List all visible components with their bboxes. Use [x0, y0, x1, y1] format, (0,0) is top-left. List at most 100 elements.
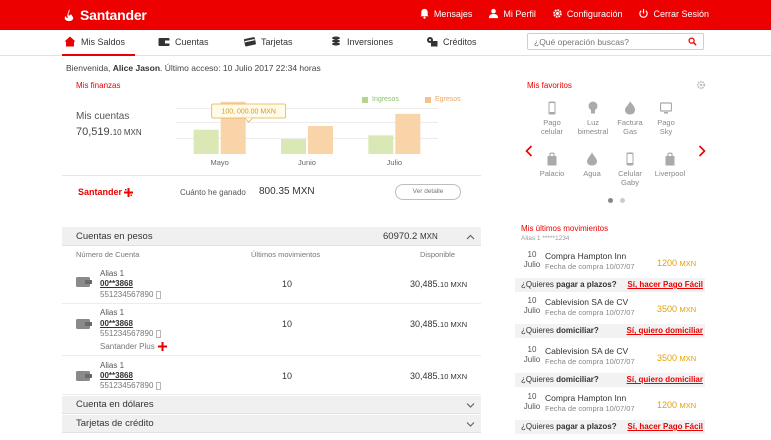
tab-creditos[interactable]: Créditos: [426, 36, 477, 47]
cuenta-dolares-header[interactable]: Cuenta en dólares: [62, 396, 481, 414]
santander-small-logo: Santander: [78, 187, 134, 197]
movimiento-date-badge: 10 Julio: [520, 250, 544, 270]
account-phone: 551234567890: [100, 381, 162, 390]
account-number[interactable]: 00**3868: [100, 319, 133, 328]
favorito-agua[interactable]: Agua: [572, 152, 612, 178]
disp-cents: 10 MXN: [440, 320, 468, 329]
favorito-line1: Pago: [543, 118, 561, 127]
ver-detalle-button[interactable]: Ver detalle: [395, 184, 461, 200]
col-disponible: Disponible: [420, 250, 456, 259]
chevron-up-icon: [466, 234, 475, 239]
favorito-luz-bimestral[interactable]: Luz bimestral: [573, 101, 613, 136]
chevron-left-icon[interactable]: [525, 145, 533, 157]
table-row[interactable]: Alias 1 00**3868 551234567890 10 30,485.…: [62, 356, 481, 395]
movimiento-item[interactable]: 10 Julio Compra Hampton Inn Fecha de comp…: [515, 248, 705, 292]
movimiento-amount: 1200 MXN: [657, 400, 696, 410]
tab-tarjetas[interactable]: Tarjetas: [244, 36, 293, 47]
bag-icon: [665, 152, 675, 166]
tab-inversiones[interactable]: Inversiones: [330, 36, 393, 47]
favorito-palacio[interactable]: Palacio: [532, 152, 572, 178]
gear-icon[interactable]: [696, 80, 706, 90]
collapse-toggle[interactable]: [460, 227, 481, 246]
search-icon[interactable]: [688, 37, 697, 46]
movimiento-prompt: ¿Quieres pagar a plazos? Sí, hacer Pago …: [515, 278, 705, 292]
q-bold: pagar a plazos?: [556, 280, 617, 289]
tab-cuentas[interactable]: Cuentas: [158, 36, 209, 47]
expand-toggle[interactable]: [460, 396, 481, 414]
favorito-pago-celular[interactable]: Pago celular: [532, 101, 572, 136]
chart-tooltip: 100, 000.00 MXN: [211, 103, 287, 123]
domiciliar-link[interactable]: Sí, quiero domiciliar: [626, 326, 703, 335]
prompt-question: ¿Quieres domiciliar?: [521, 326, 599, 335]
wallet-icon: [158, 38, 170, 46]
favorito-liverpool[interactable]: Liverpool: [650, 152, 690, 178]
domiciliar-link[interactable]: Sí, quiero domiciliar: [626, 375, 703, 384]
table-row[interactable]: Alias 1 00**3868 551234567890 10 30,485.…: [62, 262, 481, 304]
carousel-dot[interactable]: [620, 198, 625, 203]
bar-ingresos-mayo[interactable]: [193, 129, 219, 154]
favorito-line1: Palacio: [539, 169, 565, 178]
cuentas-pesos-total: 60970.2 MXN: [383, 231, 438, 242]
cuentas-pesos-header[interactable]: Cuentas en pesos 60970.2 MXN: [62, 227, 481, 246]
search-input[interactable]: [534, 36, 688, 47]
ganado-row: Santander Cuánto he ganado 800.35 MXN Ve…: [62, 176, 481, 210]
cerrar-sesion-link[interactable]: Cerrar Sesión: [638, 8, 709, 19]
pago-facil-link[interactable]: Sí, hacer Pago Fácil: [627, 422, 703, 431]
bar-egresos-junio[interactable]: [308, 126, 333, 154]
favorito-line2: Gaby: [621, 178, 639, 187]
tab-creditos-label: Créditos: [443, 36, 477, 47]
movimiento-fecha: Fecha de compra 10/07/07: [545, 308, 635, 317]
movimiento-item[interactable]: 10 Julio Cablevision SA de CV Fecha de co…: [515, 294, 705, 338]
pago-facil-link[interactable]: Sí, hacer Pago Fácil: [627, 280, 703, 289]
prompt-question: ¿Quieres pagar a plazos?: [521, 280, 617, 289]
q-pre: ¿Quieres: [521, 422, 557, 431]
tab-inversiones-label: Inversiones: [347, 36, 394, 47]
movimiento-name: Cablevision SA de CV: [545, 346, 629, 356]
search-box[interactable]: [527, 33, 704, 50]
account-number[interactable]: 00**3868: [100, 371, 133, 380]
movimiento-item[interactable]: 10 Julio Cablevision SA de CV Fecha de co…: [515, 343, 705, 387]
bar-ingresos-julio[interactable]: [368, 135, 394, 154]
santander-plus-badge: Santander Plus: [100, 342, 167, 351]
bar-egresos-julio[interactable]: [395, 113, 421, 154]
carousel-dot-active[interactable]: [608, 198, 613, 203]
tab-mis-saldos[interactable]: Mis Saldos: [64, 36, 125, 47]
mi-perfil-link[interactable]: Mi Perfil: [488, 8, 536, 19]
main-nav: Mis Saldos Cuentas Tarjetas Inversiones …: [0, 30, 771, 56]
mensajes-link[interactable]: Mensajes: [419, 8, 472, 19]
disp-integer: 30,485.: [410, 279, 441, 289]
drop-icon: [587, 152, 597, 166]
configuracion-link[interactable]: Configuración: [552, 8, 622, 19]
favorito-celular-gaby[interactable]: Celular Gaby: [610, 152, 650, 187]
amount: 3500: [657, 353, 678, 363]
tarjetas-credito-header[interactable]: Tarjetas de crédito: [62, 415, 481, 433]
total-value: 60970.2: [383, 231, 418, 242]
expand-toggle[interactable]: [460, 415, 481, 433]
legend-ingresos: Ingresos: [362, 96, 399, 103]
chevron-down-icon: [466, 422, 475, 427]
wallet-icon: [76, 371, 92, 381]
chevron-right-icon[interactable]: [698, 145, 706, 157]
power-icon: [639, 8, 649, 18]
account-number[interactable]: 00**3868: [100, 279, 133, 288]
total-unit: MXN: [419, 232, 438, 241]
wallet-icon: [76, 319, 92, 329]
bar-ingresos-junio[interactable]: [281, 139, 306, 154]
favorito-pago-sky[interactable]: Pago Sky: [646, 101, 686, 136]
movimiento-fecha: Fecha de compra 10/07/07: [545, 262, 635, 271]
home-icon: [64, 36, 76, 47]
favorito-line1: Celular: [618, 169, 642, 178]
santander-logo[interactable]: Santander: [62, 7, 147, 23]
movimiento-prompt: ¿Quieres pagar a plazos? Sí, hacer Pago …: [515, 420, 705, 434]
movimiento-item[interactable]: 10 Julio Compra Hampton Inn Fecha de comp…: [515, 390, 705, 434]
card-icon: [244, 37, 256, 47]
mis-cuentas-cents: 10 MXN: [112, 128, 142, 137]
movimiento-prompt: ¿Quieres domiciliar? Sí, quiero domicili…: [515, 373, 705, 387]
favorito-factura-gas[interactable]: Factura Gas: [610, 101, 650, 136]
table-row[interactable]: Alias 1 00**3868 551234567890 Santander …: [62, 304, 481, 356]
chart-gridline: [176, 138, 438, 139]
col-numero-cuenta: Número de Cuenta: [76, 250, 140, 259]
mobile-icon: [156, 329, 162, 338]
brand-name: Santander: [80, 7, 147, 23]
amount: 1200: [657, 258, 678, 268]
